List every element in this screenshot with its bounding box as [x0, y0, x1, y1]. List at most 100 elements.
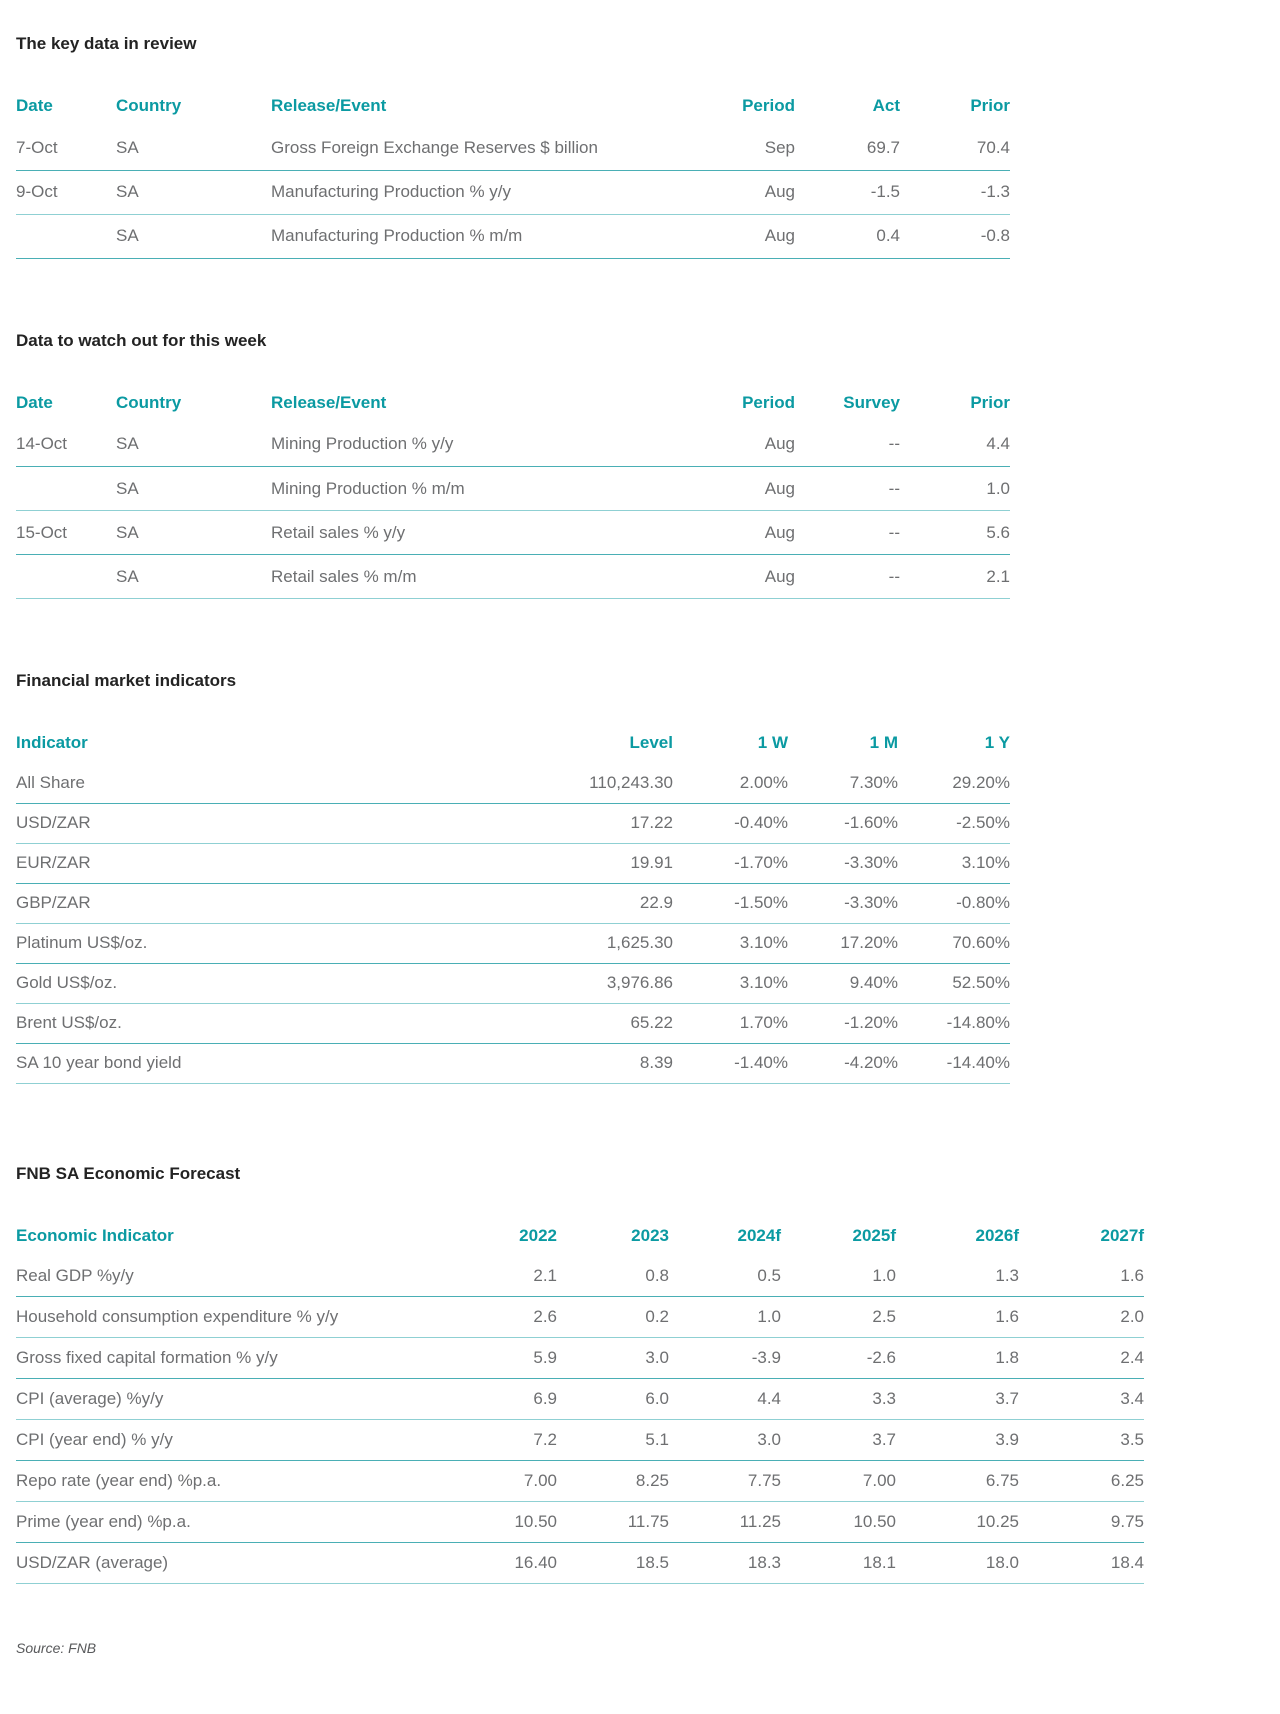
table-row: 15-Oct SA Retail sales % y/y Aug -- 5.6 — [16, 511, 1010, 555]
cell: Aug — [764, 478, 795, 498]
cell: 6.0 — [645, 1389, 669, 1408]
table-row: Household consumption expenditure % y/y 2… — [16, 1297, 1144, 1338]
section-economic-forecast: FNB SA Economic Forecast Economic Indica… — [16, 1164, 1264, 1585]
data-to-watch-table: Date Country Release/Event Period Survey Prio… — [16, 383, 1010, 600]
cell: 19.91 — [630, 853, 673, 872]
cell: 1.0 — [872, 1265, 896, 1285]
source-note: Source: FNB — [16, 1640, 97, 1656]
cell: 65.22 — [630, 1013, 673, 1032]
cell: 6.75 — [985, 1471, 1019, 1490]
table-row: SA Manufacturing Production % m/m Aug 0.4 -0… — [16, 214, 1010, 258]
section-title: Data to watch out for this week — [16, 330, 267, 350]
column-header: 2027f — [1100, 1225, 1144, 1245]
cell: 110,243.30 — [589, 772, 673, 792]
cell: -3.9 — [751, 1348, 781, 1367]
column-header: Period — [742, 392, 795, 412]
cell: Aug — [764, 566, 795, 586]
column-header: Period — [742, 96, 795, 115]
cell: 22.9 — [639, 893, 673, 912]
cell: Prime (year end) %p.a. — [16, 1512, 191, 1531]
cell: 17.20% — [840, 933, 898, 952]
column-header: Prior — [970, 96, 1010, 115]
cell: 7.00 — [523, 1471, 557, 1490]
table-row: CPI (average) %y/y 6.9 6.0 4.4 3.3 3.7 3.4 — [16, 1379, 1144, 1420]
cell: Retail sales % y/y — [271, 522, 406, 542]
cell: -1.70% — [734, 853, 788, 872]
column-header: Release/Event — [271, 392, 387, 412]
table-row: 7-Oct SA Gross Foreign Exchange Reserves $… — [16, 126, 1010, 170]
column-header: Country — [116, 96, 182, 115]
cell: 8.25 — [635, 1471, 669, 1490]
cell: -1.40% — [734, 1053, 788, 1072]
cell: -2.50% — [956, 813, 1010, 832]
column-header: Release/Event — [271, 96, 387, 115]
cell: Sep — [764, 137, 795, 157]
cell: -1.50% — [734, 893, 788, 912]
cell — [16, 214, 116, 258]
table-row: 9-Oct SA Manufacturing Production % y/y Aug… — [16, 170, 1010, 214]
column-header: Country — [116, 392, 182, 412]
cell: 70.60% — [952, 933, 1010, 952]
cell: 0.8 — [645, 1265, 669, 1285]
table-row: USD/ZAR (average) 16.40 18.5 18.3 18.1 18.0 18… — [16, 1543, 1144, 1584]
cell: SA — [116, 478, 139, 498]
cell — [16, 467, 116, 511]
cell: Aug — [764, 182, 795, 201]
cell: 9.75 — [1110, 1512, 1144, 1531]
cell: All Share — [16, 772, 85, 792]
cell — [16, 555, 116, 599]
cell: USD/ZAR (average) — [16, 1553, 169, 1572]
cell: 10.25 — [976, 1512, 1019, 1531]
column-header: 1 Y — [984, 733, 1010, 752]
cell: 6.9 — [533, 1389, 557, 1408]
cell: EUR/ZAR — [16, 853, 91, 872]
cell: 18.4 — [1110, 1553, 1144, 1572]
cell: 52.50% — [952, 973, 1010, 992]
cell: 3.4 — [1120, 1389, 1144, 1408]
cell: 2.1 — [533, 1265, 557, 1285]
cell: SA — [116, 522, 139, 542]
cell: Platinum US$/oz. — [16, 933, 148, 952]
cell: 3.9 — [995, 1430, 1019, 1449]
cell: 10.50 — [853, 1512, 896, 1531]
cell: Brent US$/oz. — [16, 1013, 122, 1032]
column-header: Date — [16, 392, 53, 412]
cell: SA — [116, 182, 139, 201]
column-header: Level — [629, 733, 673, 752]
table-row: Repo rate (year end) %p.a. 7.00 8.25 7.75 7.… — [16, 1461, 1144, 1502]
cell: Aug — [764, 434, 795, 454]
cell: 3.7 — [995, 1389, 1019, 1408]
cell: Aug — [764, 226, 795, 245]
table-row: Real GDP %y/y 2.1 0.8 0.5 1.0 1.3 1.6 — [16, 1256, 1144, 1297]
cell: 11.25 — [739, 1512, 781, 1531]
cell: -0.80% — [956, 893, 1010, 912]
table-row: Brent US$/oz. 65.22 1.70% -1.20% -14.80% — [16, 1003, 1010, 1043]
column-header: Prior — [970, 392, 1010, 412]
cell: 70.4 — [976, 137, 1010, 157]
cell: 7.00 — [862, 1471, 896, 1490]
cell: 5.9 — [533, 1348, 557, 1367]
cell: 1.0 — [986, 478, 1010, 498]
cell: 17.22 — [630, 813, 673, 832]
cell: Mining Production % y/y — [271, 434, 454, 454]
cell: -1.60% — [844, 813, 898, 832]
cell: SA — [116, 226, 139, 245]
cell: 2.1 — [986, 566, 1010, 586]
cell: SA — [116, 434, 139, 454]
financial-market-indicators-table: Indicator Level 1 W 1 M 1 Y All Share 110,243.… — [16, 723, 1010, 1084]
section-data-to-watch: Data to watch out for this week Date Coun… — [16, 331, 1264, 600]
column-header: 2026f — [975, 1225, 1019, 1245]
cell: -14.80% — [946, 1013, 1010, 1032]
cell: 2.5 — [872, 1307, 896, 1326]
cell: -- — [888, 522, 900, 542]
section-title: Financial market indicators — [16, 671, 237, 690]
cell: 1.3 — [995, 1265, 1019, 1285]
cell: 1.6 — [995, 1307, 1019, 1326]
cell: Gross fixed capital formation % y/y — [16, 1348, 278, 1367]
cell: 6.25 — [1110, 1471, 1144, 1490]
section-financial-market-indicators: Financial market indicators Indicator Lev… — [16, 671, 1264, 1084]
cell: 10.50 — [514, 1512, 557, 1531]
cell: 3.0 — [757, 1430, 781, 1449]
section-key-data-in-review: The key data in review Date Country Releas… — [16, 34, 1264, 259]
cell: 2.00% — [739, 772, 788, 792]
